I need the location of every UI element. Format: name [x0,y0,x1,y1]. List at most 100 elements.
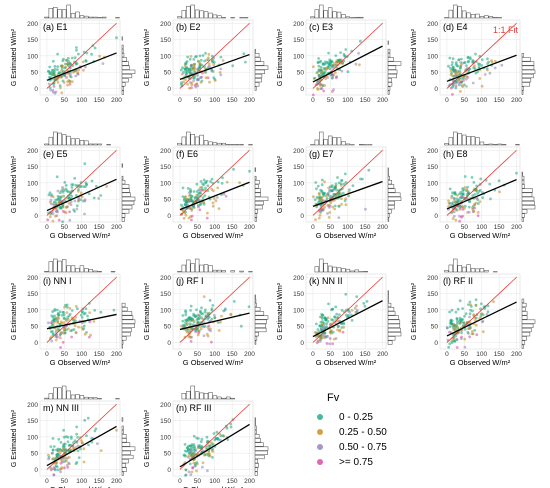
data-point [451,57,455,61]
data-point [54,457,58,460]
x-tick-label: 150 [227,97,238,104]
data-point [187,316,191,319]
data-point [60,313,64,317]
x-tick-label: 150 [494,351,505,358]
data-point [325,325,328,329]
x-tick-label: 0 [45,224,49,231]
marginal-hist-bar-x [323,262,328,273]
marginal-hist-bar-y [521,327,532,333]
data-point [205,216,209,220]
data-point [458,219,461,223]
marginal-hist-bar-x [515,144,520,146]
data-point [320,183,324,187]
data-point [48,191,52,195]
data-point [198,54,202,58]
marginal-hist-bar-x [217,269,222,273]
marginal-hist-bar-x [479,268,485,273]
data-point [77,68,81,72]
data-point [221,176,224,180]
marginal-hist-bar-y [387,53,391,58]
data-point [195,469,198,473]
x-tick-label: 0 [311,97,315,104]
y-tick-label: 200 [427,148,438,155]
data-point [348,188,351,192]
legend-label-fv-ge-075: >= 0.75 [339,457,373,468]
data-point [459,61,463,64]
data-point [184,474,187,477]
data-point [56,189,60,193]
data-point [341,191,345,195]
marginal-hist-bar-y [254,425,257,430]
marginal-hist-bar-y [387,200,395,206]
x-tick-label: 150 [494,97,505,104]
data-point [453,69,456,73]
y-tick-label: 150 [293,291,304,298]
marginal-hist-bar-y [121,459,129,464]
data-point [324,60,327,64]
marginal-hist-bar-y [121,180,126,185]
data-point [219,434,223,438]
data-point [473,67,477,71]
data-point [61,210,65,213]
marginal-hist-bar-y [121,332,131,337]
marginal-hist-bar-y [254,217,257,222]
data-point [474,201,478,205]
data-point [316,87,319,90]
data-point [208,444,212,447]
x-tick-label: 100 [209,224,220,231]
data-point [211,456,214,459]
data-point [55,465,59,469]
data-point [322,321,326,325]
y-tick-label: 0 [34,86,38,93]
fit-line [312,45,383,83]
marginal-hist-bar-y [521,82,531,87]
data-point [105,185,109,188]
data-point [211,447,215,451]
x-tick-label: 100 [76,97,87,104]
one-to-one-line [312,276,383,343]
data-point [55,175,59,179]
data-point [336,316,339,319]
y-tick-label: 150 [427,291,438,298]
data-point [47,82,51,86]
data-point [55,208,59,212]
x-tick-label: 0 [445,97,449,104]
x-tick-label: 0 [45,97,49,104]
data-point [67,327,70,331]
data-point [325,322,328,326]
marginal-hist-bar-x [199,10,204,19]
data-point [317,64,321,68]
data-point [204,180,208,184]
x-tick-label: 200 [377,351,388,358]
data-point [337,216,341,220]
data-point [340,179,343,182]
marginal-hist-bar-x [61,9,67,19]
marginal-hist-bar-x [48,393,53,400]
marginal-hist-bar-x [57,387,62,400]
data-point [334,305,338,309]
data-point [451,67,454,71]
marginal-hist-bar-x [186,6,191,19]
data-point [205,453,209,456]
data-point [188,335,192,339]
data-point [48,86,52,90]
data-point [88,311,91,314]
data-point [112,308,116,312]
data-point [367,168,371,172]
data-point [190,64,193,67]
data-point [73,324,77,328]
data-point [447,345,451,349]
y-tick-label: 150 [160,418,171,425]
legend-item-fv-050-075: 0.50 - 0.75 [313,442,433,454]
data-point [49,200,52,204]
data-point [198,62,202,66]
data-point [450,196,453,200]
data-point [343,199,347,203]
data-point [317,57,320,60]
data-point [69,200,73,204]
marginal-hist-bar-y [387,180,393,185]
data-point [460,318,464,322]
x-tick-label: 0 [178,478,182,485]
marginal-hist-bar-x [70,394,76,400]
